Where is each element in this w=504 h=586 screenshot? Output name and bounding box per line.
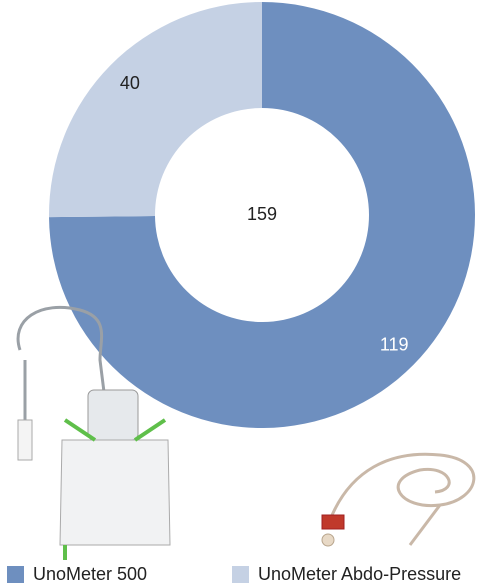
data-label: 119 bbox=[380, 335, 409, 355]
data-label: 40 bbox=[120, 73, 140, 93]
legend-swatch[interactable] bbox=[232, 566, 249, 583]
donut-slice bbox=[49, 2, 475, 428]
product-image-unometer-500 bbox=[16, 305, 171, 560]
product-image-abdo-pressure bbox=[321, 452, 476, 547]
donut-slice bbox=[49, 2, 262, 218]
legend-swatch[interactable] bbox=[7, 566, 24, 583]
legend-label[interactable]: UnoMeter 500 bbox=[33, 564, 147, 584]
center-total: 159 bbox=[247, 204, 277, 224]
legend-label[interactable]: UnoMeter Abdo-Pressure bbox=[258, 564, 461, 584]
